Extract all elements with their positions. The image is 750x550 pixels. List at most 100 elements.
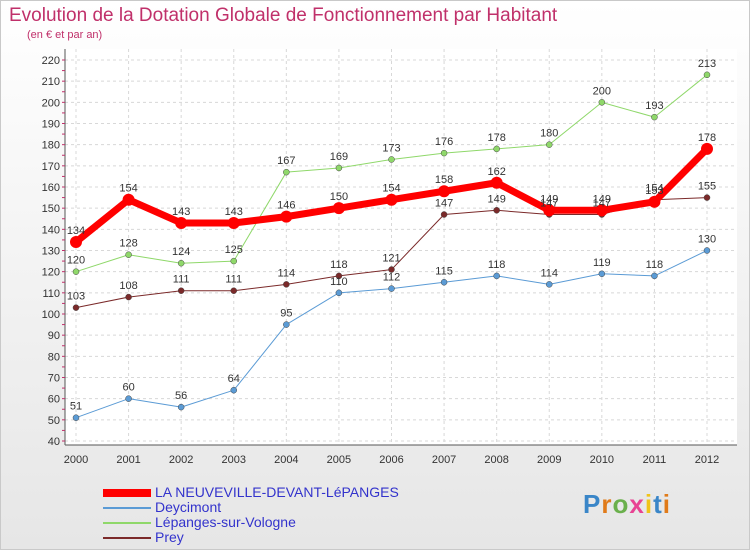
data-label: 162 <box>487 166 505 178</box>
logo-letter: P <box>583 489 602 519</box>
x-tick-label: 2009 <box>537 454 561 466</box>
data-point <box>72 414 80 421</box>
logo-letter: x <box>629 489 645 519</box>
data-point <box>177 259 185 267</box>
data-label: 95 <box>280 308 292 320</box>
data-label: 176 <box>435 136 453 148</box>
legend-swatch <box>103 507 151 509</box>
data-point <box>598 99 606 106</box>
data-point <box>280 210 293 223</box>
data-point <box>388 285 395 292</box>
data-point <box>175 216 188 229</box>
data-point <box>493 207 500 214</box>
data-label: 128 <box>119 238 137 250</box>
y-tick-label: 120 <box>42 267 60 279</box>
x-tick-label: 2000 <box>64 454 88 466</box>
proxiti-logo: Proxiti <box>583 489 671 520</box>
data-label: 51 <box>70 401 82 413</box>
data-point <box>598 270 606 278</box>
data-point <box>125 293 132 301</box>
data-point <box>546 281 553 288</box>
data-label: 118 <box>330 259 348 271</box>
y-tick-label: 60 <box>48 394 60 406</box>
data-point <box>648 195 661 208</box>
data-label: 130 <box>698 234 716 246</box>
legend-label: Lépanges-sur-Vologne <box>155 514 296 530</box>
logo-letter: r <box>601 489 613 519</box>
legend-swatch <box>103 489 151 497</box>
data-point <box>335 289 343 297</box>
x-tick-label: 2010 <box>590 454 614 466</box>
data-label: 154 <box>382 183 400 195</box>
legend-label: LA NEUVEVILLE-DEVANT-LéPANGES <box>155 484 399 500</box>
data-label: 146 <box>277 200 295 212</box>
data-label: 193 <box>645 100 663 112</box>
logo-letter: i <box>644 489 654 519</box>
logo-letter: i <box>662 489 671 519</box>
data-label: 121 <box>382 253 400 265</box>
data-point <box>440 279 448 286</box>
data-label: 60 <box>122 382 134 394</box>
data-point <box>493 145 500 153</box>
data-label: 213 <box>698 58 716 70</box>
data-label: 149 <box>487 193 505 205</box>
data-point <box>125 395 132 402</box>
data-label: 114 <box>278 267 296 279</box>
data-label: 120 <box>67 255 85 267</box>
data-point <box>493 272 500 280</box>
data-point <box>335 164 343 172</box>
data-label: 158 <box>435 174 453 186</box>
y-tick-label: 190 <box>42 119 60 131</box>
data-label: 150 <box>330 191 348 203</box>
data-label: 134 <box>67 225 85 237</box>
data-label: 167 <box>277 155 295 167</box>
data-point <box>651 113 658 121</box>
data-point <box>703 247 711 254</box>
data-point <box>595 204 608 217</box>
legend-swatch <box>103 537 151 539</box>
chart-subtitle: (en € et par an) <box>27 29 103 41</box>
data-point <box>70 236 82 249</box>
data-point <box>230 386 237 394</box>
data-label: 119 <box>593 257 611 269</box>
y-tick-label: 110 <box>42 288 60 300</box>
data-label: 154 <box>119 183 137 195</box>
y-tick-label: 150 <box>42 203 60 215</box>
data-point <box>227 216 240 229</box>
legend-label: Prey <box>155 529 184 545</box>
data-point <box>177 287 185 294</box>
y-tick-label: 180 <box>42 140 60 152</box>
data-point <box>125 251 132 258</box>
x-tick-label: 2002 <box>169 454 193 466</box>
data-label: 143 <box>172 206 190 218</box>
data-point <box>335 272 343 280</box>
data-point <box>230 287 237 294</box>
data-label: 178 <box>698 132 716 144</box>
x-tick-label: 2006 <box>379 454 403 466</box>
x-tick-label: 2003 <box>222 454 246 466</box>
x-tick-label: 2001 <box>116 454 140 466</box>
data-point <box>122 193 135 206</box>
data-point <box>490 176 503 189</box>
data-label: 149 <box>593 193 611 205</box>
y-tick-label: 220 <box>42 55 60 67</box>
data-label: 147 <box>435 198 453 210</box>
y-tick-label: 50 <box>48 415 60 427</box>
data-point <box>177 403 185 411</box>
data-point <box>283 281 290 288</box>
data-label: 147 <box>540 198 558 210</box>
data-label: 180 <box>540 128 558 140</box>
data-point <box>703 71 711 79</box>
data-label: 56 <box>175 390 187 402</box>
x-tick-label: 2012 <box>695 454 719 466</box>
x-tick-label: 2005 <box>327 454 351 466</box>
data-point <box>388 156 395 163</box>
data-point <box>332 202 345 215</box>
x-tick-label: 2004 <box>274 454 298 466</box>
data-label: 147 <box>593 198 611 210</box>
data-point <box>701 142 713 155</box>
data-label: 124 <box>172 246 190 258</box>
y-tick-label: 160 <box>42 182 60 194</box>
